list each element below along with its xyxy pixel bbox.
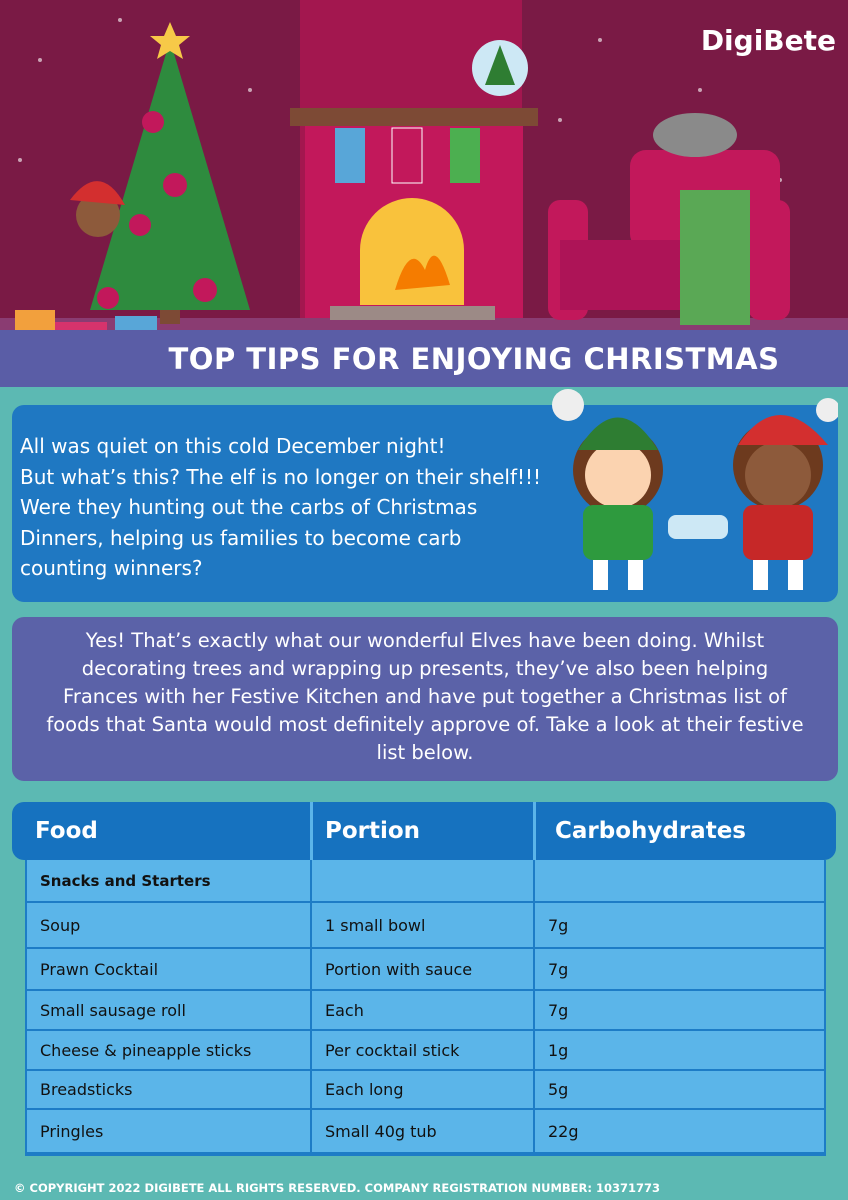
- table-row: Pringles Small 40g tub 22g: [27, 1110, 824, 1154]
- table-cell: 7g: [548, 959, 569, 979]
- table-cell: 1 small bowl: [312, 903, 535, 947]
- table-row: Cheese & pineapple sticks Per cocktail st…: [27, 1031, 824, 1071]
- table-row: Small sausage roll Each 7g: [27, 991, 824, 1031]
- answer-text: Yes! That’s exactly what our wonderful E…: [46, 629, 804, 764]
- logo: DigiBete: [700, 24, 836, 57]
- table-cell: Soup: [27, 903, 312, 947]
- header-cell: Food: [35, 818, 98, 844]
- table-cell: Portion with sauce: [312, 949, 535, 989]
- intro-line: counting winners?: [20, 556, 203, 580]
- copyright: © COPYRIGHT 2022 DIGIBETE ALL RIGHTS RES…: [14, 1181, 660, 1195]
- section-label: Snacks and Starters: [27, 860, 312, 901]
- intro-line: Were they hunting out the carbs of Chris…: [20, 495, 478, 519]
- header-cell: Carbohydrates: [533, 802, 746, 860]
- table-cell: Breadsticks: [27, 1071, 312, 1108]
- table-cell: 22g: [548, 1121, 579, 1141]
- table-row: Soup 1 small bowl 7g: [27, 903, 824, 949]
- table-cell: 7g: [548, 915, 569, 935]
- intro-text: All was quiet on this cold December nigh…: [20, 431, 541, 584]
- table-cell: Each long: [312, 1071, 535, 1108]
- elves-illustration: [552, 389, 838, 590]
- table-cell: Each: [312, 991, 535, 1029]
- intro-line: But what’s this? The elf is no longer on…: [20, 464, 542, 489]
- section-row: Snacks and Starters: [27, 860, 824, 903]
- illustration: [0, 0, 848, 330]
- table-cell: 1g: [548, 1040, 569, 1060]
- table-cell: 7g: [548, 1000, 569, 1020]
- table-row: Prawn Cocktail Portion with sauce 7g: [27, 949, 824, 991]
- table-cell: Prawn Cocktail: [27, 949, 312, 989]
- table-header: Food Portion Carbohydrates: [12, 802, 836, 860]
- table-cell: Small 40g tub: [312, 1110, 535, 1152]
- intro-box: All was quiet on this cold December nigh…: [12, 389, 838, 602]
- table-cell: Cheese & pineapple sticks: [27, 1031, 312, 1069]
- page-title: TOP TIPS FOR ENJOYING CHRISTMAS: [0, 330, 848, 387]
- table-row: Breadsticks Each long 5g: [27, 1071, 824, 1110]
- table-cell: 5g: [548, 1080, 569, 1099]
- table-cell: Small sausage roll: [27, 991, 312, 1029]
- table-cell: Per cocktail stick: [312, 1031, 535, 1069]
- table-body: Snacks and Starters Soup 1 small bowl 7g Pr…: [25, 860, 826, 1156]
- intro-line: All was quiet on this cold December nigh…: [20, 434, 446, 458]
- intro-line: Dinners, helping us families to become c…: [20, 525, 462, 550]
- table-cell: Pringles: [27, 1110, 312, 1152]
- answer-box: Yes! That’s exactly what our wonderful E…: [12, 617, 838, 781]
- header-cell: Portion: [310, 802, 420, 860]
